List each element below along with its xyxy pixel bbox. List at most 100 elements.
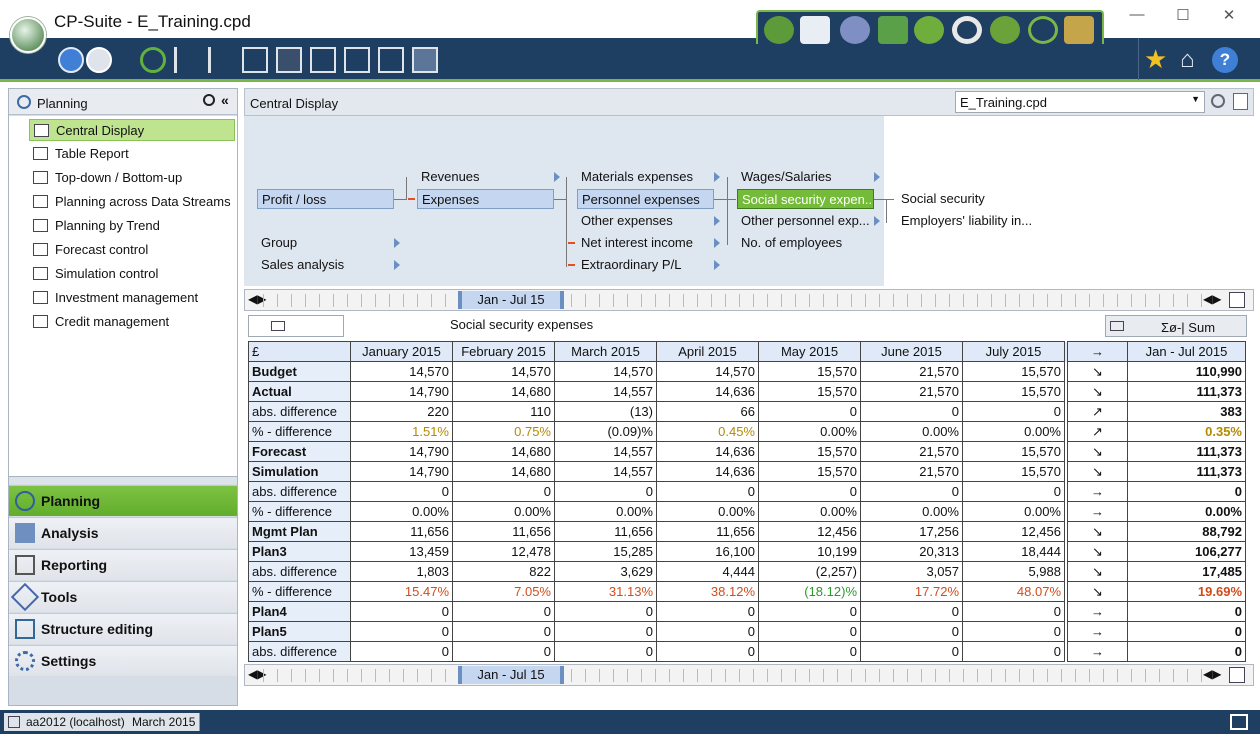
- tree-item-planning-by-trend[interactable]: Planning by Trend: [29, 215, 235, 237]
- expand-arrow-icon[interactable]: [394, 260, 400, 270]
- data-cell[interactable]: 14,790: [350, 441, 453, 462]
- import-icon[interactable]: [310, 47, 336, 73]
- tree-item-investment-management[interactable]: Investment management: [29, 287, 235, 309]
- expand-arrow-icon[interactable]: [714, 216, 720, 226]
- data-cell[interactable]: 11,656: [656, 521, 759, 542]
- data-cell[interactable]: 14,570: [656, 361, 759, 382]
- data-cell[interactable]: 10,199: [758, 541, 861, 562]
- total-cell[interactable]: 383: [1127, 401, 1246, 422]
- forward-icon[interactable]: [86, 47, 112, 73]
- data-cell[interactable]: 0: [860, 401, 963, 422]
- expand-arrow-icon[interactable]: [874, 216, 880, 226]
- node-revenues[interactable]: Revenues: [421, 169, 480, 184]
- data-cell[interactable]: 38.12%: [656, 581, 759, 602]
- data-cell[interactable]: 0: [350, 641, 453, 662]
- total-cell[interactable]: 111,373: [1127, 441, 1246, 462]
- data-cell[interactable]: 11,656: [554, 521, 657, 542]
- data-cell[interactable]: 220: [350, 401, 453, 422]
- expand-arrow-icon[interactable]: [874, 172, 880, 182]
- grid-options-button[interactable]: [248, 315, 344, 337]
- total-cell[interactable]: 110,990: [1127, 361, 1246, 382]
- node-expenses[interactable]: Expenses: [417, 189, 554, 209]
- tree-collapse-icon[interactable]: [208, 47, 234, 73]
- close-button[interactable]: ✕: [1222, 7, 1236, 24]
- expand-arrow-icon[interactable]: [714, 260, 720, 270]
- data-cell[interactable]: 0: [758, 401, 861, 422]
- total-cell[interactable]: 111,373: [1127, 381, 1246, 402]
- data-cell[interactable]: 12,478: [452, 541, 555, 562]
- data-cell[interactable]: 0: [656, 621, 759, 642]
- data-cell[interactable]: 0: [758, 641, 861, 662]
- data-cell[interactable]: 0: [452, 641, 555, 662]
- nav-reporting[interactable]: Reporting: [9, 549, 237, 580]
- timeline-bottom[interactable]: ◀▶ Jan - Jul 15 ◀▶: [244, 664, 1254, 686]
- columns-icon[interactable]: [412, 47, 438, 73]
- data-cell[interactable]: 0: [860, 481, 963, 502]
- data-cell[interactable]: 0: [350, 481, 453, 502]
- page-icon[interactable]: [1233, 93, 1248, 110]
- data-cell[interactable]: 14,636: [656, 441, 759, 462]
- total-cell[interactable]: 106,277: [1127, 541, 1246, 562]
- data-cell[interactable]: 0: [452, 601, 555, 622]
- data-cell[interactable]: 14,790: [350, 381, 453, 402]
- data-cell[interactable]: 0.45%: [656, 421, 759, 442]
- data-cell[interactable]: 3,629: [554, 561, 657, 582]
- expand-arrow-icon[interactable]: [394, 238, 400, 248]
- data-cell[interactable]: 4,444: [656, 561, 759, 582]
- data-cell[interactable]: 66: [656, 401, 759, 422]
- planning-mode-icon[interactable]: [800, 16, 830, 44]
- refresh-icon[interactable]: [140, 47, 166, 73]
- search-icon[interactable]: [203, 94, 215, 106]
- data-cell[interactable]: 14,557: [554, 461, 657, 482]
- data-cell[interactable]: 15.47%: [350, 581, 453, 602]
- data-cell[interactable]: 11,656: [452, 521, 555, 542]
- data-cell[interactable]: 14,557: [554, 441, 657, 462]
- minimize-button[interactable]: —: [1129, 6, 1145, 23]
- total-cell[interactable]: 0: [1127, 481, 1246, 502]
- data-cell[interactable]: 15,570: [962, 361, 1065, 382]
- data-cell[interactable]: 14,636: [656, 381, 759, 402]
- data-cell[interactable]: 11,656: [350, 521, 453, 542]
- data-cell[interactable]: 15,570: [962, 461, 1065, 482]
- data-cell[interactable]: 0: [656, 641, 759, 662]
- data-cell[interactable]: 0: [554, 481, 657, 502]
- timeline-right-icon[interactable]: ◀▶: [1203, 667, 1222, 681]
- nav-tools[interactable]: Tools: [9, 581, 237, 612]
- data-cell[interactable]: 18,444: [962, 541, 1065, 562]
- data-cell[interactable]: (18.12)%: [758, 581, 861, 602]
- total-cell[interactable]: 19.69%: [1127, 581, 1246, 602]
- data-cell[interactable]: 15,570: [962, 381, 1065, 402]
- node-social-security[interactable]: Social security: [901, 191, 985, 206]
- data-cell[interactable]: 0: [554, 601, 657, 622]
- data-cell[interactable]: 15,570: [962, 441, 1065, 462]
- data-cell[interactable]: 0.00%: [758, 421, 861, 442]
- dashboard-mode-icon[interactable]: [764, 16, 794, 44]
- user-mode-icon[interactable]: [1064, 16, 1094, 44]
- lifebuoy-mode-icon[interactable]: [952, 16, 982, 44]
- data-cell[interactable]: 0: [860, 621, 963, 642]
- data-cell[interactable]: 0.00%: [656, 501, 759, 522]
- node-materials-expenses[interactable]: Materials expenses: [581, 169, 693, 184]
- total-cell[interactable]: 17,485: [1127, 561, 1246, 582]
- expand-arrow-icon[interactable]: [714, 172, 720, 182]
- calendar-icon[interactable]: [1229, 292, 1245, 308]
- node-employers-liability[interactable]: Employers' liability in...: [901, 213, 1033, 228]
- data-cell[interactable]: 0: [350, 601, 453, 622]
- data-cell[interactable]: 0: [962, 401, 1065, 422]
- data-cell[interactable]: 0.00%: [350, 501, 453, 522]
- data-cell[interactable]: 110: [452, 401, 555, 422]
- data-cell[interactable]: 21,570: [860, 381, 963, 402]
- data-cell[interactable]: 0: [962, 601, 1065, 622]
- data-cell[interactable]: (13): [554, 401, 657, 422]
- sum-button[interactable]: Σø-| Sum: [1105, 315, 1247, 337]
- data-cell[interactable]: 16,100: [656, 541, 759, 562]
- data-cell[interactable]: 0: [860, 601, 963, 622]
- data-cell[interactable]: 48.07%: [962, 581, 1065, 602]
- data-cell[interactable]: 14,680: [452, 461, 555, 482]
- timeline-right-icon[interactable]: ◀▶: [1203, 292, 1222, 306]
- data-cell[interactable]: 14,636: [656, 461, 759, 482]
- data-cell[interactable]: 0: [656, 481, 759, 502]
- node-wages-salaries[interactable]: Wages/Salaries: [741, 169, 832, 184]
- node-personnel-expenses[interactable]: Personnel expenses: [577, 189, 714, 209]
- total-cell[interactable]: 111,373: [1127, 461, 1246, 482]
